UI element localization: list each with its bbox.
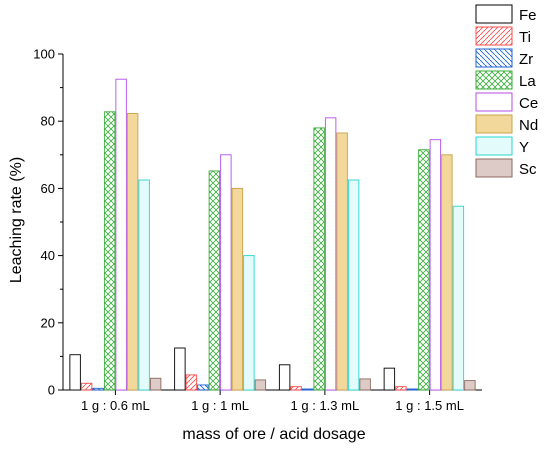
bar-zr bbox=[301, 388, 314, 391]
bar-fe bbox=[69, 354, 81, 391]
legend-label-ti: Ti bbox=[519, 29, 531, 46]
bar-zr bbox=[406, 388, 419, 391]
legend-swatch-zr bbox=[475, 48, 513, 68]
legend-label-sc: Sc bbox=[519, 161, 537, 178]
legend-swatch-nd bbox=[475, 114, 513, 134]
bar-ti bbox=[185, 374, 198, 391]
x-axis: 1 g : 0.6 mL 1 g : 1 mL 1 g : 1.3 mL 1 g : … bbox=[63, 389, 482, 413]
bar-fe bbox=[174, 347, 186, 391]
bar-ce bbox=[324, 117, 337, 391]
bar-nd bbox=[441, 154, 453, 391]
legend-swatch-ti bbox=[475, 26, 513, 46]
bar-sc bbox=[149, 377, 162, 391]
bar-ti bbox=[80, 382, 93, 391]
bar-y bbox=[347, 179, 360, 391]
legend-label-fe: Fe bbox=[519, 7, 537, 24]
bar-y bbox=[138, 179, 150, 391]
y-tick-label: 80 bbox=[41, 114, 55, 129]
y-axis-title: Leaching rate (%) bbox=[8, 157, 25, 283]
bar-fe bbox=[383, 367, 396, 391]
bar-la bbox=[208, 170, 221, 391]
bar-ce bbox=[220, 154, 232, 391]
bar-fe bbox=[278, 364, 291, 391]
bars bbox=[69, 78, 476, 391]
bar-nd bbox=[231, 187, 244, 391]
y-tick-label: 60 bbox=[41, 181, 55, 196]
y-tick-label: 20 bbox=[41, 315, 55, 330]
legend-label-ce: Ce bbox=[519, 95, 538, 112]
legend: Fe Ti Zr La Ce Nd Y Sc bbox=[475, 4, 538, 178]
legend-swatch-la bbox=[475, 70, 513, 90]
bar-ti bbox=[395, 386, 407, 391]
bar-ce bbox=[429, 139, 442, 391]
x-tick-label: 1 g : 1.3 mL bbox=[291, 398, 360, 413]
legend-swatch-fe bbox=[475, 4, 513, 24]
x-tick-label: 1 g : 1.5 mL bbox=[395, 398, 464, 413]
bar-la bbox=[103, 111, 116, 391]
legend-swatch-y bbox=[475, 136, 513, 156]
y-tick-label: 40 bbox=[41, 248, 55, 263]
legend-label-nd: Nd bbox=[519, 117, 538, 134]
bar-la bbox=[313, 127, 325, 391]
x-axis-title: mass of ore / acid dosage bbox=[182, 426, 365, 443]
y-tick-label: 100 bbox=[33, 47, 55, 62]
legend-label-y: Y bbox=[519, 139, 529, 156]
bar-zr bbox=[92, 387, 104, 391]
bar-ti bbox=[290, 386, 302, 391]
bar-zr bbox=[197, 384, 209, 391]
x-tick-label: 1 g : 0.6 mL bbox=[81, 398, 150, 413]
bar-y bbox=[243, 255, 255, 391]
legend-label-zr: Zr bbox=[519, 51, 533, 68]
bar-sc bbox=[464, 380, 476, 391]
bar-y bbox=[452, 205, 465, 391]
y-tick-label: 0 bbox=[48, 383, 55, 398]
bar-ce bbox=[115, 78, 127, 391]
bar-nd bbox=[126, 113, 139, 391]
legend-label-la: La bbox=[519, 73, 536, 90]
bar-sc bbox=[254, 379, 267, 391]
bar-sc bbox=[359, 378, 371, 391]
x-tick-label: 1 g : 1 mL bbox=[191, 398, 249, 413]
bar-la bbox=[418, 149, 430, 391]
y-axis: 0 20 40 60 80 100 bbox=[33, 47, 64, 398]
legend-swatch-sc bbox=[475, 158, 513, 178]
bar-nd bbox=[336, 132, 348, 391]
legend-swatch-ce bbox=[475, 92, 513, 112]
